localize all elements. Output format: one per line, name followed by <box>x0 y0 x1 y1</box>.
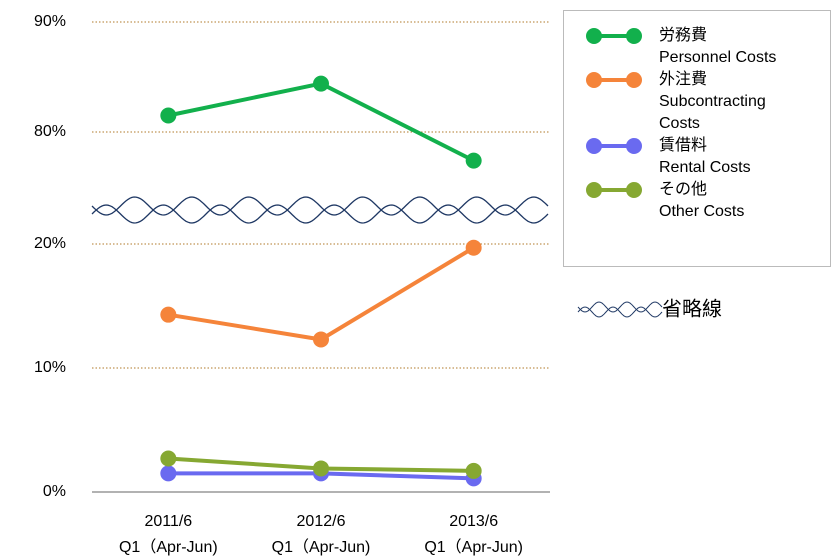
axis-break-sample <box>577 301 663 313</box>
legend-item: 賃借料 Rental Costs <box>564 135 830 179</box>
legend-marker <box>586 72 642 88</box>
data-point <box>160 450 177 467</box>
legend-label: その他 <box>659 181 708 198</box>
axis-break <box>91 196 549 216</box>
x-tick-sublabel: Q1（Apr-Jun) <box>272 538 371 556</box>
legend-item: 外注費 Subcontracting Costs <box>564 69 830 135</box>
legend-dot <box>626 182 642 198</box>
data-point <box>465 462 482 479</box>
legend-label: 労務費 <box>659 27 708 44</box>
legend-label: Rental Costs <box>659 159 751 176</box>
legend-text: 外注費 Subcontracting Costs <box>659 69 809 135</box>
legend-label: Personnel Costs <box>659 49 777 66</box>
legend-dot <box>586 28 602 44</box>
data-point <box>160 107 177 124</box>
x-tick-sublabel: Q1（Apr-Jun) <box>119 538 218 556</box>
y-tick-label: 90% <box>34 13 66 30</box>
y-tick-label: 0% <box>43 483 66 500</box>
legend-marker <box>586 138 642 154</box>
data-point <box>313 75 329 92</box>
legend-label: 賃借料 <box>659 137 708 154</box>
legend-label: Subcontracting Costs <box>659 93 766 132</box>
legend-text: その他 Other Costs <box>659 179 809 223</box>
data-point <box>313 331 329 348</box>
data-point <box>160 306 177 323</box>
axis-break <box>91 204 549 224</box>
data-point <box>465 239 482 256</box>
legend-marker <box>586 182 642 198</box>
data-point <box>313 460 329 477</box>
legend-dot <box>626 72 642 88</box>
x-tick-label: 2012/6 <box>297 513 346 530</box>
legend-dot <box>586 138 602 154</box>
y-tick-label: 80% <box>34 123 66 140</box>
x-tick-sublabel: Q1（Apr-Jun) <box>424 538 523 556</box>
legend-marker <box>586 28 642 44</box>
legend-dot <box>586 182 602 198</box>
legend-dot <box>626 138 642 154</box>
data-point <box>465 152 482 169</box>
legend-dot <box>626 28 642 44</box>
x-tick-label: 2013/6 <box>449 513 498 530</box>
legend-item: 労務費 Personnel Costs <box>564 25 830 69</box>
axis-break-sample <box>577 306 663 318</box>
legend-label: 外注費 <box>659 71 708 88</box>
legend-text: 労務費 Personnel Costs <box>659 25 809 69</box>
legend-text: 賃借料 Rental Costs <box>659 135 809 179</box>
x-tick-label: 2011/6 <box>144 513 192 530</box>
data-point <box>160 465 177 482</box>
legend: 労務費 Personnel Costs 外注費 Subcontracting Cost… <box>563 10 831 267</box>
legend-dot <box>586 72 602 88</box>
y-tick-label: 10% <box>34 359 66 376</box>
series-line <box>168 246 475 342</box>
y-tick-label: 20% <box>34 235 66 252</box>
legend-item: その他 Other Costs <box>564 179 830 223</box>
axis-break-label: 省略線 <box>662 297 722 320</box>
legend-label: Other Costs <box>659 203 745 220</box>
series-line <box>167 81 475 163</box>
